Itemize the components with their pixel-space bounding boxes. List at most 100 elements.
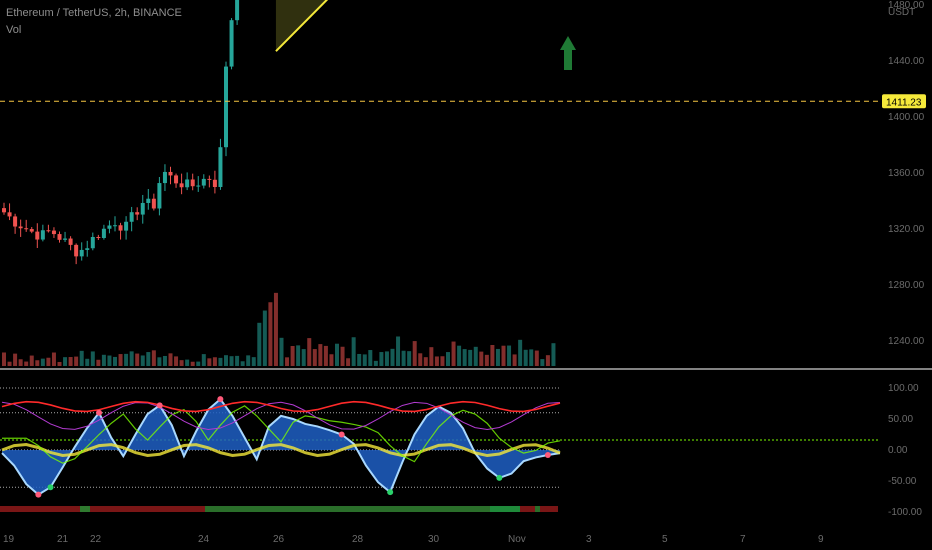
osc-yellow-line — [1, 443, 561, 458]
volume-bar — [551, 343, 556, 366]
osc-red-line — [1, 400, 561, 413]
candle-body — [40, 230, 45, 240]
trend-channel[interactable] — [275, 0, 593, 70]
candle-body — [190, 179, 195, 187]
volume-bar — [46, 357, 51, 366]
candle-body — [57, 234, 62, 240]
volume-bar — [335, 343, 339, 366]
volume-bar — [279, 337, 284, 366]
volume-bar — [129, 351, 134, 366]
osc-signal-dot — [544, 451, 551, 458]
price-overlays — [0, 100, 880, 102]
regime-strip-segment — [535, 506, 540, 512]
osc-green-line — [2, 405, 561, 464]
volume-bar — [429, 347, 434, 366]
volume-bar — [207, 358, 212, 366]
regime-strip-segment — [520, 506, 535, 512]
osc-signal-dot — [156, 402, 163, 409]
volume-bar — [285, 357, 290, 366]
volume-bar — [229, 356, 234, 366]
osc-signal-dot — [496, 474, 503, 481]
candle-body — [118, 225, 123, 231]
volume-bar — [113, 356, 117, 366]
regime-strip-segment — [80, 506, 90, 512]
volume-bar — [168, 353, 173, 366]
volume-bar — [107, 355, 112, 366]
volume-bar — [174, 356, 179, 366]
volume-bar — [401, 350, 406, 366]
volume-bar — [318, 344, 323, 366]
candle-body — [135, 212, 140, 215]
volume-bar — [224, 355, 228, 366]
candle-body — [68, 238, 73, 245]
volume-bar — [57, 361, 62, 366]
candle-body — [101, 228, 106, 238]
price-tick: 1360.00 — [888, 168, 925, 179]
candle-body — [113, 225, 117, 227]
volume-bar — [235, 355, 240, 366]
volume-bar — [523, 349, 528, 366]
price-tick: 1240.00 — [888, 336, 925, 347]
volume-bar — [396, 336, 401, 366]
candle-body — [29, 229, 34, 232]
osc-signal-dot — [387, 489, 394, 496]
volume-bar — [446, 352, 450, 366]
volume-bar — [212, 357, 217, 366]
candle-body — [51, 230, 56, 235]
price-tick: 1280.00 — [888, 280, 925, 291]
volume-bar — [351, 337, 356, 366]
volume-bar — [473, 346, 478, 366]
candle-body — [224, 66, 228, 148]
candle-body — [24, 228, 29, 230]
volume-bar — [490, 344, 495, 366]
volume-bar — [307, 338, 312, 366]
volume-bar — [29, 355, 34, 366]
time-tick: 26 — [273, 534, 285, 545]
regime-strip-segment — [540, 506, 558, 512]
volume-legend: Vol — [6, 24, 22, 36]
time-tick: 7 — [740, 534, 746, 545]
candle-body — [218, 147, 223, 187]
candle-body — [18, 226, 23, 229]
volume-bar — [384, 351, 389, 366]
price-tick: 1400.00 — [888, 112, 925, 123]
volume-bar — [346, 358, 351, 366]
volume-bar — [118, 354, 123, 366]
regime-strip-segment — [205, 506, 490, 512]
candles — [2, 0, 240, 265]
volume-bar — [512, 354, 517, 366]
volume-bar — [185, 359, 190, 366]
oscillator-pane — [0, 368, 932, 512]
candle-body — [90, 236, 95, 249]
arrow-head — [560, 36, 576, 50]
candle-body — [129, 212, 134, 222]
volume-bar — [273, 292, 278, 366]
volume-bar — [146, 352, 151, 366]
price-tick: 1440.00 — [888, 56, 925, 67]
volume-bar — [179, 360, 184, 366]
volume-bar — [329, 354, 334, 366]
time-tick: 24 — [198, 534, 210, 545]
volume-bar — [323, 345, 328, 366]
level-price-tag — [882, 94, 926, 109]
volume-bar — [540, 359, 545, 366]
volume-bar — [140, 355, 145, 366]
volume-bar — [96, 359, 101, 366]
regime-strip-segment — [0, 506, 80, 512]
candle-body — [196, 185, 201, 187]
candle-body — [201, 178, 206, 186]
volume-bar — [251, 357, 256, 366]
volume-bar — [124, 353, 129, 366]
osc-tick: -50.00 — [888, 476, 917, 487]
candle-body — [151, 198, 156, 209]
osc-wave-fill — [2, 399, 560, 495]
candle-body — [2, 208, 6, 213]
volume-bar — [162, 355, 167, 366]
volume-bar — [368, 350, 373, 366]
candle-body — [35, 231, 40, 240]
symbol-title: Ethereum / TetherUS, 2h, BINANCE — [6, 7, 182, 19]
candle-body — [235, 0, 240, 21]
time-tick: 9 — [818, 534, 824, 545]
candle-body — [162, 171, 167, 184]
